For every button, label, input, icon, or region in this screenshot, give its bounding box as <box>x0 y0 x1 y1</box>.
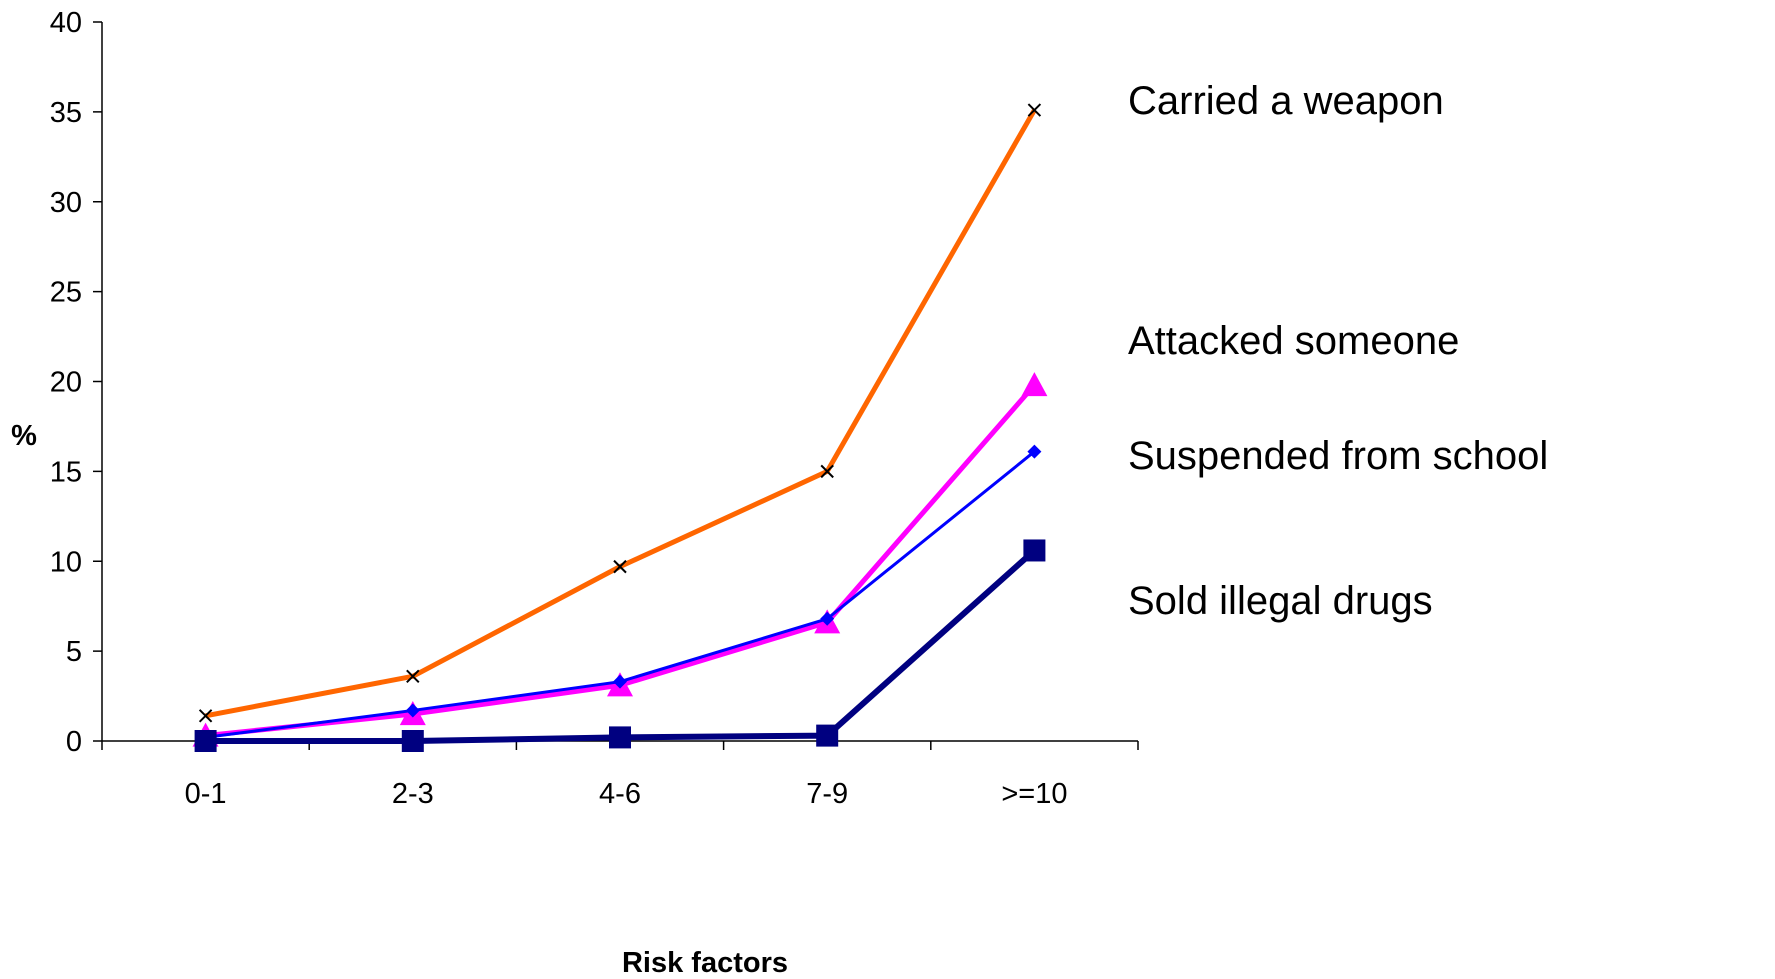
data-point-0-0 <box>198 709 213 723</box>
data-point-3-4 <box>1023 539 1046 562</box>
series-3 <box>194 539 1046 752</box>
x-tick-label-2: 4-6 <box>599 778 641 810</box>
y-tick-label-8: 40 <box>50 7 82 39</box>
data-point-2-4 <box>1027 444 1042 459</box>
x-tick-label-3: 7-9 <box>806 778 848 810</box>
data-point-0-3 <box>820 464 834 479</box>
series-0 <box>198 103 1042 723</box>
data-point-1-4 <box>1021 372 1048 397</box>
x-tick-label-4: >=10 <box>1001 778 1067 810</box>
y-tick-label-4: 20 <box>50 367 82 399</box>
data-point-0-2 <box>613 559 627 574</box>
y-axis-title: % <box>11 420 37 452</box>
data-point-2-2 <box>613 674 627 689</box>
y-tick-label-1: 5 <box>66 636 82 668</box>
series-line-3 <box>205 548 1037 744</box>
series-label-3: Sold illegal drugs <box>1128 579 1433 623</box>
data-point-0-4 <box>1027 103 1042 117</box>
data-point-3-0 <box>194 730 217 752</box>
data-point-3-2 <box>609 726 631 749</box>
series-label-0: Carried a weapon <box>1128 79 1444 123</box>
y-tick-label-3: 15 <box>50 456 82 488</box>
series-2 <box>198 444 1042 745</box>
x-tick-label-0: 0-1 <box>185 778 227 810</box>
data-point-2-1 <box>405 703 420 718</box>
axes: 0 5 10 15 20 25 30 35 40 0-1 2-3 4-6 7-9 >=10 <box>50 7 1139 810</box>
series-layer <box>192 103 1048 752</box>
series-label-1: Attacked someone <box>1128 319 1459 363</box>
series-line-0 <box>205 108 1037 719</box>
y-tick-label-2: 10 <box>50 546 82 578</box>
series-labels: Carried a weapon Attacked someone Suspende… <box>1128 79 1548 623</box>
data-point-3-1 <box>401 730 424 752</box>
y-tick-label-6: 30 <box>50 187 82 219</box>
x-axis-title: Risk factors <box>622 947 788 979</box>
data-point-0-1 <box>406 669 420 683</box>
data-point-2-3 <box>820 611 835 626</box>
x-tick-label-1: 2-3 <box>392 778 434 810</box>
y-tick-label-5: 25 <box>50 277 82 309</box>
data-point-3-3 <box>816 724 839 747</box>
y-tick-label-7: 35 <box>50 97 82 129</box>
series-label-2: Suspended from school <box>1128 434 1548 478</box>
series-1 <box>192 372 1048 747</box>
y-tick-label-0: 0 <box>66 726 82 758</box>
